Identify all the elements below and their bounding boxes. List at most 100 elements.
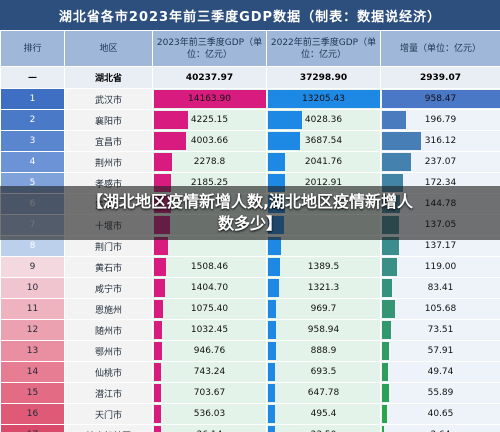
growth-bar (382, 90, 500, 108)
region-cell: 恩施州 (64, 298, 153, 320)
rank-cell: 9 (0, 256, 65, 278)
gdp-2022-bar (268, 342, 276, 360)
gdp-2023-bar (154, 384, 161, 402)
gdp-2022-cell: 693.5 (266, 361, 381, 383)
gdp-2022-bar (268, 384, 275, 402)
gdp-2022-cell: 958.94 (266, 319, 381, 341)
rank-cell: 12 (0, 319, 65, 341)
growth-value: 196.79 (424, 115, 457, 125)
gdp-2022-bar (268, 111, 303, 129)
total-growth: 2939.07 (380, 66, 500, 89)
rank-cell: 14 (0, 361, 65, 383)
growth-value: 55.89 (427, 388, 454, 398)
table-row: 2 襄阳市 4225.15 4028.36 196.79 (0, 109, 500, 131)
growth-value: 119.00 (424, 262, 457, 272)
growth-cell: 83.41 (380, 277, 500, 299)
table-row: 3 宜昌市 4003.66 3687.54 316.12 (0, 130, 500, 152)
growth-value: 40.65 (427, 409, 454, 419)
gdp-2023-bar (154, 132, 186, 150)
gdp-2022-value: 888.9 (310, 346, 337, 356)
growth-cell: 2.64 (380, 424, 500, 432)
gdp-2023-value: 1075.40 (190, 304, 229, 314)
gdp-2022-value: 495.4 (310, 409, 337, 419)
gdp-2023-value: 2278.8 (193, 157, 226, 167)
gdp-2022-cell: 23.50 (266, 424, 381, 432)
table-row: 16 天门市 536.03 495.4 40.65 (0, 403, 500, 425)
growth-value: 958.47 (424, 94, 457, 104)
rank-cell: 17 (0, 424, 65, 432)
total-gdp-2023: 40237.97 (152, 66, 267, 89)
header-gdp-2023: 2023年前三季度GDP（单位：亿元） (152, 30, 267, 67)
region-cell: 襄阳市 (64, 109, 153, 131)
region-cell: 武汉市 (64, 88, 153, 110)
gdp-2022-value: 969.7 (310, 304, 337, 314)
growth-bar (382, 384, 389, 402)
growth-cell: 119.00 (380, 256, 500, 278)
gdp-2023-value: 1404.70 (190, 283, 229, 293)
growth-cell: 196.79 (380, 109, 500, 131)
table-row: 1 武汉市 14163.90 13205.43 958.47 (0, 88, 500, 110)
region-cell: 天门市 (64, 403, 153, 425)
gdp-2023-bar (154, 153, 173, 171)
gdp-2022-cell: 888.9 (266, 340, 381, 362)
gdp-2023-bar (154, 90, 266, 108)
gdp-2022-cell: 1321.3 (266, 277, 381, 299)
gdp-2023-cell: 703.67 (152, 382, 267, 404)
growth-value: 137.05 (424, 220, 457, 230)
gdp-2023-value: 536.03 (193, 409, 226, 419)
gdp-2023-cell: 2278.8 (152, 151, 267, 173)
total-rank: — (0, 66, 65, 89)
gdp-2022-cell: 3687.54 (266, 130, 381, 152)
gdp-2022-bar (268, 258, 280, 276)
table-row: 11 恩施州 1075.40 969.7 105.68 (0, 298, 500, 320)
gdp-2023-cell: 4003.66 (152, 130, 267, 152)
rank-cell: 1 (0, 88, 65, 110)
table-row: 10 咸宁市 1404.70 1321.3 83.41 (0, 277, 500, 299)
region-cell: 随州市 (64, 319, 153, 341)
gdp-2023-value: 4003.66 (190, 136, 229, 146)
gdp-2022-bar (268, 279, 280, 297)
gdp-2023-cell: 536.03 (152, 403, 267, 425)
rank-cell: 8 (0, 235, 65, 257)
table-row: 8 荆门市 137.17 (0, 235, 500, 257)
gdp-2022-value: 3687.54 (304, 136, 343, 146)
growth-cell: 73.51 (380, 319, 500, 341)
gdp-2022-value: 1321.3 (307, 283, 340, 293)
growth-cell: 55.89 (380, 382, 500, 404)
growth-value: 2.64 (382, 430, 500, 432)
header-rank: 排行 (0, 30, 65, 67)
growth-bar (382, 300, 396, 318)
gdp-2023-cell (152, 235, 267, 257)
table-row: 13 鄂州市 946.76 888.9 57.91 (0, 340, 500, 362)
growth-cell: 237.07 (380, 151, 500, 173)
rank-cell: 2 (0, 109, 65, 131)
region-cell: 神农架林区 (64, 424, 153, 432)
gdp-2022-cell: 1389.5 (266, 256, 381, 278)
gdp-2022-bar (268, 132, 300, 150)
growth-bar (382, 258, 397, 276)
growth-value: 144.78 (424, 199, 457, 209)
gdp-2022-bar (268, 153, 286, 171)
rank-cell: 10 (0, 277, 65, 299)
gdp-2023-cell: 946.76 (152, 340, 267, 362)
growth-bar (382, 132, 422, 150)
gdp-2023-bar (154, 237, 168, 255)
gdp-2022-bar (268, 321, 277, 339)
gdp-2023-value: 26.14 (154, 430, 266, 432)
gdp-2023-cell: 1075.40 (152, 298, 267, 320)
gdp-2023-bar (154, 405, 161, 423)
gdp-2023-bar (154, 363, 161, 381)
gdp-2023-cell: 4225.15 (152, 109, 267, 131)
growth-cell: 316.12 (380, 130, 500, 152)
rank-cell: 4 (0, 151, 65, 173)
gdp-2022-value: 647.78 (307, 388, 340, 398)
gdp-2023-bar (154, 342, 162, 360)
rank-cell: 3 (0, 130, 65, 152)
growth-bar (382, 405, 388, 423)
growth-value: 73.51 (427, 325, 454, 335)
table-header-row: 排行 地区 2023年前三季度GDP（单位：亿元） 2022年前三季度GDP（单… (0, 30, 500, 67)
gdp-2023-bar (154, 321, 163, 339)
gdp-2023-value: 2185.25 (190, 178, 229, 188)
overlay-text: 【湖北地区疫情新增人数,湖北地区疫情新增人数多少】 (86, 192, 414, 233)
